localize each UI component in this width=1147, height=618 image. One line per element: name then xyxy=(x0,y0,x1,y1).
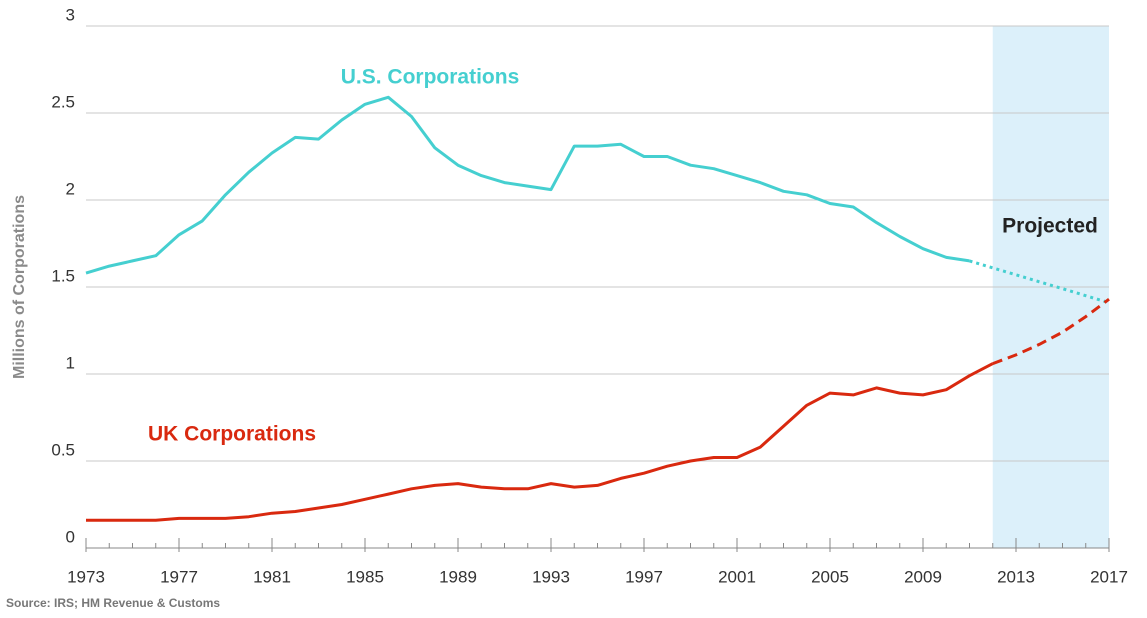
x-tick-label: 2005 xyxy=(811,567,849,586)
y-tick-label: 0 xyxy=(66,527,75,546)
series-line xyxy=(86,362,994,522)
y-tick-label: 0.5 xyxy=(51,440,75,459)
x-tick-label: 1973 xyxy=(67,567,105,586)
y-tick-label: 3 xyxy=(66,5,75,24)
series-label: UK Corporations xyxy=(148,423,316,446)
x-tick-label: 1981 xyxy=(253,567,291,586)
y-tick-label: 1 xyxy=(66,353,75,372)
x-tick-label: 1993 xyxy=(532,567,570,586)
y-tick-label: 1.5 xyxy=(51,266,75,285)
projected-line xyxy=(992,298,1110,366)
x-tick-label: 2009 xyxy=(904,567,942,586)
series-line xyxy=(85,95,970,275)
series-label: U.S. Corporations xyxy=(341,66,520,89)
x-tick-label: 2001 xyxy=(718,567,756,586)
x-tick-label: 2013 xyxy=(997,567,1035,586)
x-tick-label: 2017 xyxy=(1090,567,1128,586)
y-axis-label: Millions of Corporations xyxy=(11,195,28,379)
x-tick-label: 1977 xyxy=(160,567,198,586)
projected-line xyxy=(969,259,1110,305)
y-tick-label: 2.5 xyxy=(51,92,75,111)
y-tick-label: 2 xyxy=(66,179,75,198)
projection-label: Projected xyxy=(1002,215,1098,238)
x-tick-label: 1989 xyxy=(439,567,477,586)
x-tick-label: 1997 xyxy=(625,567,663,586)
source: Source: IRS; HM Revenue & Customs xyxy=(6,596,220,610)
x-tick-label: 1985 xyxy=(346,567,384,586)
